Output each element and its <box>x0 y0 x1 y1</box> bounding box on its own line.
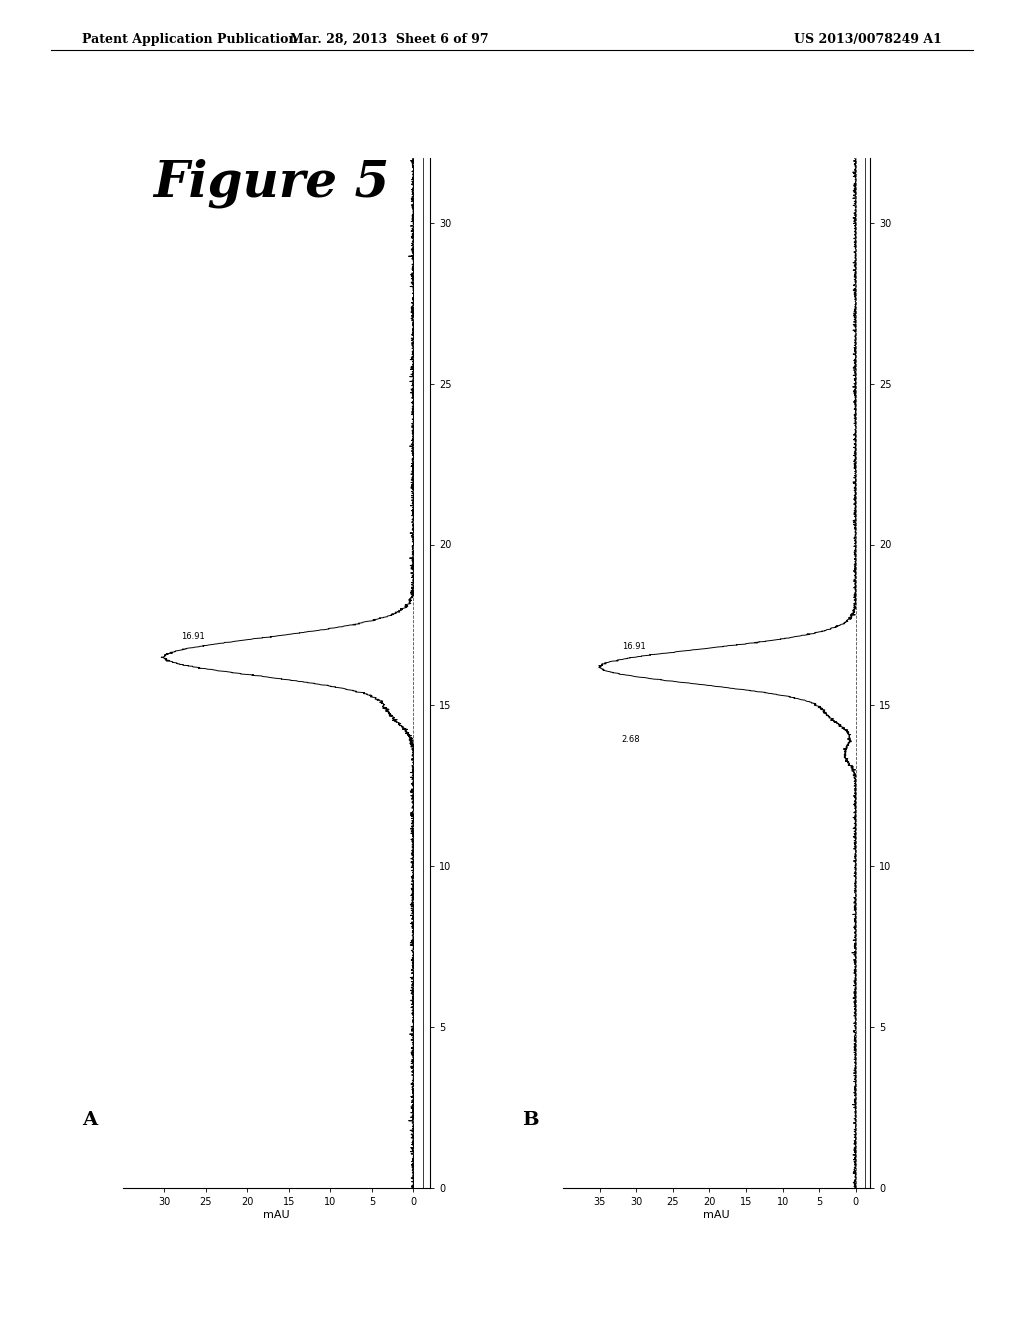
Text: Patent Application Publication: Patent Application Publication <box>82 33 297 46</box>
Text: Mar. 28, 2013  Sheet 6 of 97: Mar. 28, 2013 Sheet 6 of 97 <box>290 33 488 46</box>
Text: B: B <box>522 1110 539 1129</box>
X-axis label: mAU: mAU <box>263 1210 290 1220</box>
Text: 16.91: 16.91 <box>181 632 205 642</box>
Text: 2.68: 2.68 <box>622 735 640 744</box>
Text: US 2013/0078249 A1: US 2013/0078249 A1 <box>795 33 942 46</box>
X-axis label: mAU: mAU <box>703 1210 730 1220</box>
Text: 16.91: 16.91 <box>622 642 645 651</box>
Text: A: A <box>82 1110 97 1129</box>
Text: Figure 5: Figure 5 <box>154 158 390 209</box>
